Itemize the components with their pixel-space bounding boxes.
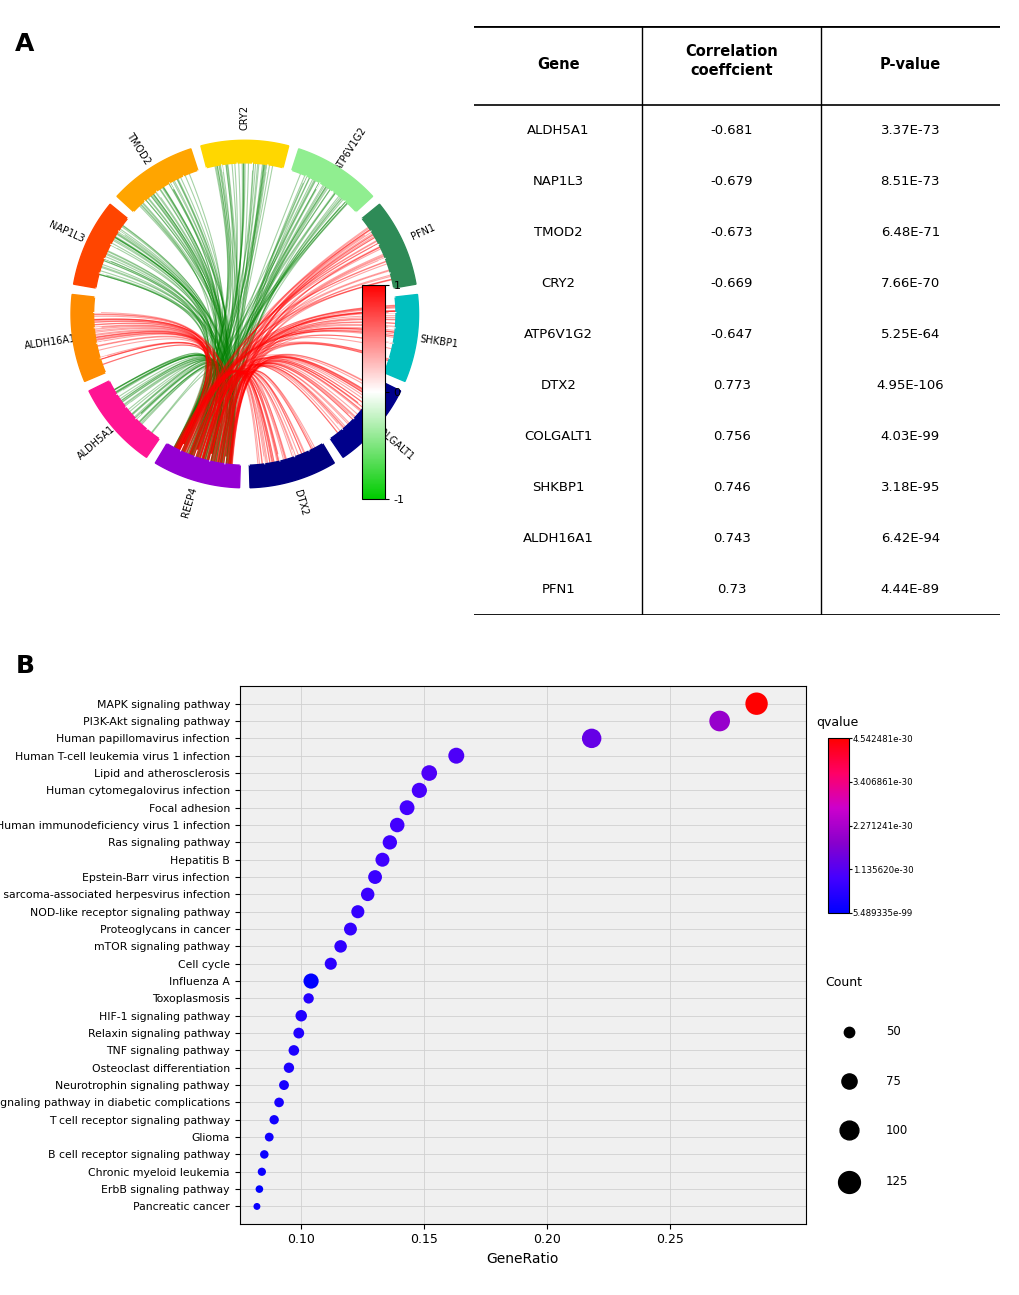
- Point: [303, 971, 319, 992]
- Text: PFN1: PFN1: [410, 223, 436, 242]
- Text: -0.647: -0.647: [710, 329, 752, 342]
- Point: [322, 953, 338, 974]
- Text: ALDH16A1: ALDH16A1: [23, 333, 76, 351]
- Text: 0.743: 0.743: [712, 532, 750, 545]
- Text: ALDH5A1: ALDH5A1: [527, 124, 589, 137]
- Text: Gene: Gene: [537, 57, 579, 71]
- Text: ATP6V1G2: ATP6V1G2: [524, 329, 592, 342]
- Point: [381, 831, 397, 852]
- Text: TMOD2: TMOD2: [124, 131, 153, 167]
- Text: 125: 125: [884, 1176, 907, 1189]
- Point: [711, 711, 728, 732]
- Text: 7.66E-70: 7.66E-70: [879, 277, 938, 290]
- Text: SHKBP1: SHKBP1: [532, 482, 584, 495]
- Point: [254, 1162, 270, 1182]
- Point: [275, 1075, 291, 1096]
- Text: P-value: P-value: [878, 57, 940, 71]
- Polygon shape: [249, 444, 334, 488]
- Point: [447, 746, 464, 767]
- Point: [367, 866, 383, 887]
- Point: [421, 763, 437, 783]
- Point: [840, 1022, 856, 1042]
- Point: [840, 1071, 856, 1092]
- Text: 4.44E-89: 4.44E-89: [880, 583, 938, 596]
- Point: [285, 1040, 302, 1061]
- Text: -0.669: -0.669: [710, 277, 752, 290]
- Text: CRY2: CRY2: [541, 277, 575, 290]
- Point: [411, 780, 427, 800]
- Text: COLGALT1: COLGALT1: [371, 422, 415, 462]
- Polygon shape: [384, 294, 418, 382]
- Text: DTX2: DTX2: [291, 488, 309, 517]
- Point: [256, 1143, 272, 1164]
- Point: [266, 1110, 282, 1131]
- Point: [359, 884, 375, 905]
- Polygon shape: [291, 149, 372, 211]
- Text: 6.42E-94: 6.42E-94: [879, 532, 938, 545]
- Point: [292, 1005, 309, 1026]
- Polygon shape: [201, 140, 288, 168]
- Text: 4.03E-99: 4.03E-99: [879, 430, 938, 443]
- Point: [398, 798, 415, 818]
- Polygon shape: [330, 381, 400, 457]
- Point: [271, 1092, 287, 1112]
- Polygon shape: [89, 381, 159, 457]
- Text: NAP1L3: NAP1L3: [532, 175, 583, 188]
- Text: SHKBP1: SHKBP1: [419, 334, 459, 350]
- Point: [583, 728, 599, 749]
- Text: 0.773: 0.773: [712, 379, 750, 392]
- Text: qvalue: qvalue: [815, 716, 857, 729]
- Point: [261, 1127, 277, 1147]
- Text: 6.48E-71: 6.48E-71: [879, 227, 938, 240]
- Polygon shape: [117, 149, 198, 211]
- Text: ATP6V1G2: ATP6V1G2: [333, 124, 369, 172]
- Polygon shape: [362, 205, 416, 287]
- Text: DTX2: DTX2: [540, 379, 576, 392]
- Point: [301, 988, 317, 1009]
- Text: REEP4: REEP4: [180, 486, 199, 519]
- Text: CRY2: CRY2: [239, 105, 250, 131]
- Text: ALDH16A1: ALDH16A1: [523, 532, 593, 545]
- Polygon shape: [71, 294, 105, 382]
- Text: TMOD2: TMOD2: [534, 227, 582, 240]
- Point: [249, 1197, 265, 1217]
- Polygon shape: [73, 205, 127, 287]
- Polygon shape: [155, 444, 240, 488]
- Point: [388, 815, 405, 835]
- Text: ALDH5A1: ALDH5A1: [75, 423, 117, 461]
- X-axis label: GeneRatio: GeneRatio: [486, 1252, 558, 1267]
- Text: 5.25E-64: 5.25E-64: [879, 329, 940, 342]
- Text: Correlation
coeffcient: Correlation coeffcient: [685, 44, 777, 78]
- Point: [748, 693, 764, 714]
- Point: [332, 936, 348, 957]
- Text: NAP1L3: NAP1L3: [47, 220, 86, 245]
- Text: 8.51E-73: 8.51E-73: [879, 175, 940, 188]
- Point: [840, 1120, 856, 1141]
- Text: COLGALT1: COLGALT1: [524, 430, 592, 443]
- Point: [342, 918, 359, 939]
- Text: 75: 75: [884, 1075, 900, 1088]
- Text: 0.756: 0.756: [712, 430, 750, 443]
- Text: PFN1: PFN1: [541, 583, 575, 596]
- Text: 100: 100: [884, 1124, 907, 1137]
- Text: B: B: [15, 654, 35, 679]
- Text: 3.18E-95: 3.18E-95: [879, 482, 940, 495]
- Point: [350, 901, 366, 922]
- Text: 0.73: 0.73: [716, 583, 746, 596]
- Point: [251, 1178, 267, 1199]
- Point: [290, 1023, 307, 1044]
- Text: -0.673: -0.673: [709, 227, 752, 240]
- Point: [374, 850, 390, 870]
- Text: 4.95E-106: 4.95E-106: [875, 379, 944, 392]
- Text: 50: 50: [884, 1026, 900, 1039]
- Text: Count: Count: [824, 976, 861, 989]
- Text: 0.746: 0.746: [712, 482, 750, 495]
- Text: A: A: [15, 32, 35, 57]
- Text: -0.679: -0.679: [710, 175, 752, 188]
- Point: [280, 1058, 297, 1079]
- Text: -0.681: -0.681: [710, 124, 752, 137]
- Text: 3.37E-73: 3.37E-73: [879, 124, 940, 137]
- Point: [840, 1172, 856, 1193]
